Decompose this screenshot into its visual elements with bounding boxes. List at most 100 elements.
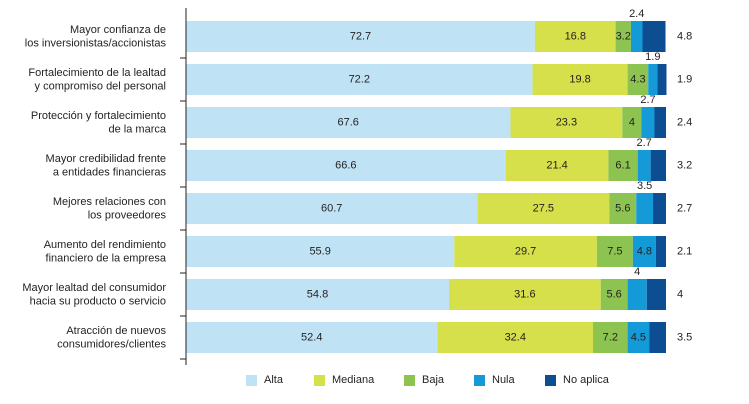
value-label-nula: 2.7 bbox=[640, 94, 655, 106]
value-label-nula: 2.7 bbox=[637, 137, 652, 149]
value-label-no-aplica: 2.4 bbox=[677, 117, 692, 129]
value-label-mediana: 21.4 bbox=[546, 160, 567, 172]
bar-baja bbox=[608, 150, 638, 181]
value-label-baja: 7.5 bbox=[607, 246, 622, 258]
bar-nula bbox=[630, 21, 643, 52]
value-label-no-aplica: 2.1 bbox=[677, 246, 692, 258]
category-label-line: Protección y fortalecimiento bbox=[31, 110, 166, 122]
value-label-baja: 7.2 bbox=[603, 332, 618, 344]
value-label-mediana: 27.5 bbox=[533, 203, 554, 215]
bar-baja bbox=[615, 21, 631, 52]
category-label-line: los inversionistas/accionistas bbox=[25, 38, 167, 50]
value-label-baja: 5.6 bbox=[615, 203, 630, 215]
category-label: Mejores relaciones con los proveedores bbox=[53, 196, 167, 222]
value-label-alta: 72.7 bbox=[350, 31, 371, 43]
value-label-no-aplica: 4 bbox=[677, 289, 683, 301]
value-label-alta: 54.8 bbox=[307, 289, 328, 301]
bar-no-aplica bbox=[649, 322, 666, 353]
value-label-nula: 4.5 bbox=[631, 332, 646, 344]
bar-mediana bbox=[437, 322, 594, 353]
bar-nula bbox=[627, 279, 647, 310]
bar-mediana bbox=[454, 236, 597, 267]
bar-mediana bbox=[449, 279, 601, 310]
bar-baja bbox=[593, 322, 628, 353]
value-label-no-aplica: 1.9 bbox=[677, 74, 692, 86]
value-label-nula: 3.5 bbox=[637, 180, 652, 192]
value-label-baja: 4.3 bbox=[630, 74, 645, 86]
category-label: Mayor confianza de los inversionistas/acc… bbox=[25, 24, 167, 50]
category-label: Fortalecimiento de la lealtad y compromis… bbox=[28, 67, 166, 93]
value-label-mediana: 16.8 bbox=[565, 31, 586, 43]
bar-alta bbox=[186, 236, 455, 267]
bar-baja bbox=[596, 236, 633, 267]
bar-nula bbox=[632, 236, 656, 267]
bar-baja bbox=[627, 64, 649, 95]
category-label-line: Mayor lealtad del consumidor bbox=[22, 282, 166, 294]
bar-no-aplica bbox=[646, 279, 666, 310]
legend-label-mediana: Mediana bbox=[332, 374, 375, 386]
legend-label-baja: Baja bbox=[422, 374, 445, 386]
stacked-bar-chart: Mayor confianza de los inversionistas/acc… bbox=[22, 8, 692, 365]
bar-nula bbox=[636, 193, 654, 224]
bar-alta bbox=[186, 64, 533, 95]
bar-no-aplica bbox=[653, 193, 666, 224]
bar-no-aplica bbox=[650, 150, 666, 181]
bar-nula bbox=[637, 150, 651, 181]
bar-no-aplica bbox=[654, 107, 666, 138]
bar-mediana bbox=[534, 21, 616, 52]
bar-mediana bbox=[532, 64, 628, 95]
category-label: Protección y fortalecimiento de la marca bbox=[31, 110, 167, 136]
legend-item-baja: Baja bbox=[404, 374, 444, 386]
value-label-alta: 67.6 bbox=[338, 117, 359, 129]
legend-swatch-mediana bbox=[314, 374, 325, 386]
category-label: Atracción de nuevos consumidores/clientes bbox=[57, 325, 166, 351]
bar-nula bbox=[627, 322, 650, 353]
legend-item-nula: Nula bbox=[474, 374, 515, 386]
bar-baja bbox=[609, 193, 637, 224]
legend: Alta Mediana Baja Nula No aplica bbox=[0, 370, 749, 394]
bar-nula bbox=[641, 107, 655, 138]
value-label-no-aplica: 4.8 bbox=[677, 31, 692, 43]
value-label-nula: 1.9 bbox=[645, 51, 660, 63]
value-label-no-aplica: 3.2 bbox=[677, 160, 692, 172]
value-label-baja: 3.2 bbox=[616, 31, 631, 43]
category-label: Mayor credibilidad frente a entidades fin… bbox=[46, 153, 167, 179]
category-label-line: los proveedores bbox=[88, 210, 167, 222]
value-label-mediana: 19.8 bbox=[569, 74, 590, 86]
value-label-nula: 2.4 bbox=[629, 8, 644, 20]
category-label-line: y compromiso del personal bbox=[35, 81, 166, 93]
legend-label-no-aplica: No aplica bbox=[563, 374, 609, 386]
category-label: Aumento del rendimiento financiero de la … bbox=[44, 239, 167, 265]
category-label-line: Atracción de nuevos bbox=[66, 325, 166, 337]
value-label-baja: 4 bbox=[629, 117, 635, 129]
category-label-line: a entidades financieras bbox=[53, 167, 167, 179]
bar-alta bbox=[186, 150, 506, 181]
category-label-line: Mayor credibilidad frente bbox=[46, 153, 166, 165]
bar-mediana bbox=[510, 107, 623, 138]
legend-item-mediana: Mediana bbox=[314, 374, 374, 386]
legend-swatch-baja bbox=[404, 374, 415, 386]
bar-alta bbox=[186, 21, 535, 52]
legend-swatch-alta bbox=[246, 374, 257, 386]
category-label-line: Mejores relaciones con bbox=[53, 196, 166, 208]
bar-baja bbox=[600, 279, 628, 310]
value-label-mediana: 32.4 bbox=[505, 332, 526, 344]
value-label-alta: 60.7 bbox=[321, 203, 342, 215]
value-label-no-aplica: 2.7 bbox=[677, 203, 692, 215]
category-label-line: Fortalecimiento de la lealtad bbox=[28, 67, 166, 79]
value-label-no-aplica: 3.5 bbox=[677, 332, 692, 344]
category-label-line: Mayor confianza de bbox=[70, 24, 166, 36]
bar-alta bbox=[186, 193, 478, 224]
category-label-line: de la marca bbox=[109, 124, 167, 136]
category-label: Mayor lealtad del consumidor hacia su pro… bbox=[22, 282, 166, 308]
bar-nula bbox=[648, 64, 658, 95]
value-label-alta: 72.2 bbox=[349, 74, 370, 86]
bar-no-aplica bbox=[655, 236, 666, 267]
legend-label-alta: Alta bbox=[264, 374, 283, 386]
value-label-mediana: 31.6 bbox=[514, 289, 535, 301]
category-label-line: hacia su producto o servicio bbox=[30, 296, 166, 308]
category-label-line: financiero de la empresa bbox=[46, 253, 167, 265]
bar-mediana bbox=[505, 150, 609, 181]
bar-mediana bbox=[477, 193, 610, 224]
legend-swatch-no-aplica bbox=[545, 374, 556, 386]
